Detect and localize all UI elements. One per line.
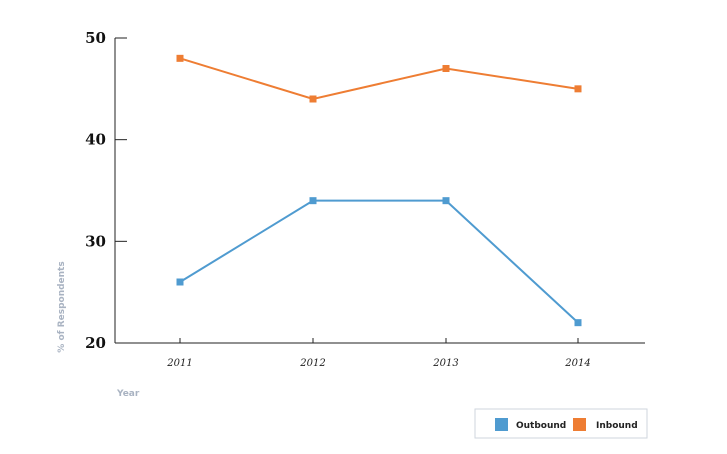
x-tick-label: 2013	[432, 358, 458, 369]
y-tick-label: 30	[85, 232, 106, 250]
x-tick-label: 2012	[299, 358, 325, 369]
legend: Outbound Inbound	[474, 408, 648, 439]
data-point-outbound	[176, 278, 184, 286]
series-line-inbound	[179, 57, 579, 101]
data-point-outbound	[309, 197, 317, 205]
data-point-outbound	[574, 319, 582, 327]
y-axis-label: % of Respondents	[57, 261, 67, 352]
data-point-inbound	[176, 54, 184, 62]
legend-label-outbound: Outbound	[516, 421, 566, 431]
x-axis-ticks: 2011 2012 2013 2014	[166, 338, 591, 369]
data-point-inbound	[574, 85, 582, 93]
y-axis-ticks: 20 30 40 50	[85, 29, 127, 352]
series-line-outbound	[179, 199, 579, 324]
legend-swatch-outbound	[495, 418, 508, 431]
legend-label-inbound: Inbound	[596, 421, 638, 431]
data-point-inbound	[442, 65, 450, 72]
series-layer	[176, 54, 582, 327]
x-tick-label: 2011	[166, 358, 192, 369]
data-point-outbound	[442, 197, 450, 205]
axes	[114, 38, 645, 344]
y-tick-label: 40	[85, 131, 106, 149]
y-tick-label: 20	[85, 334, 106, 352]
x-tick-label: 2014	[564, 358, 590, 369]
data-point-inbound	[309, 95, 317, 103]
y-tick-label: 50	[85, 29, 106, 47]
x-axis-label: Year	[116, 389, 140, 399]
legend-swatch-inbound	[573, 418, 586, 431]
